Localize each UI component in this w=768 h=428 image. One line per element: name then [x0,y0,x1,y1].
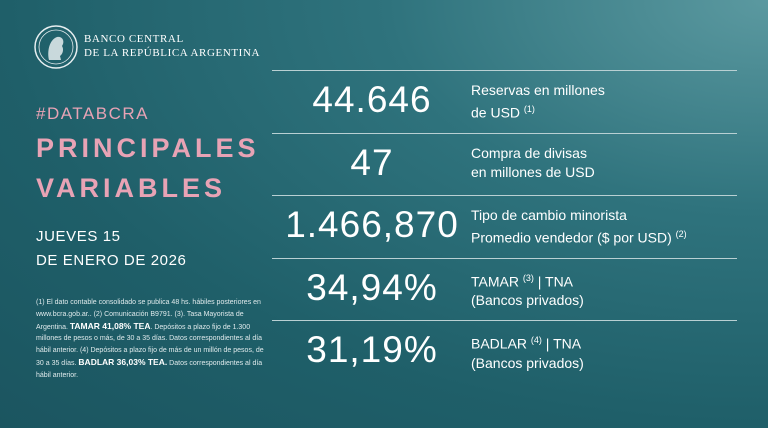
indicator-value: 47 [350,141,394,183]
label-text: Promedio vendedor ($ por USD) [471,229,676,246]
label-line: Compra de divisas [471,144,595,163]
footnote-text: TAMAR 41,08% TEA [69,320,151,331]
footnote-ref: (4) [530,335,542,346]
label-text: (Bancos privados) [471,292,584,309]
indicator-row: 44.646 Reservas en millones de USD (1) [272,70,737,133]
label-text: Compra de divisas [471,144,587,161]
label-line: TAMAR (3) | TNA [471,269,584,292]
indicator-row: 34,94% TAMAR (3) | TNA (Bancos privados) [272,257,737,321]
footnote: (1) El dato contable consolidado se publ… [36,297,271,382]
footnote-text: (1) El dato contable consolidado se publ… [36,299,261,331]
label-text: Reservas en millones [471,82,605,98]
indicator-row: 47 Compra de divisas en millones de USD [272,132,737,196]
footnote-text: Datos correspondientes al día hábil ante… [36,359,263,379]
label-text: TAMAR [471,273,523,290]
indicator-label: BADLAR (4) | TNA (Bancos privados) [471,331,584,373]
date: DE ENERO DE 2026 [36,252,187,269]
footnote-ref: (3) [522,272,534,283]
title: PRINCIPALES [36,133,260,163]
label-line: en millones de USD [471,163,595,182]
label-text: (Bancos privados) [471,355,584,372]
label-line: Promedio vendedor ($ por USD) (2) [471,225,687,248]
indicator-value: 34,94% [306,266,438,308]
footnote-ref: (1) [523,104,535,114]
label-text: en millones de USD [471,163,595,180]
bank-name-line: BANCO CENTRAL [84,33,184,45]
bank-name-line: DE LA REPÚBLICA ARGENTINA [84,47,261,59]
hashtag: #DATABCRA [36,104,150,123]
label-text: BADLAR [471,336,531,353]
indicator-value: 44.646 [312,79,432,120]
label-line: (Bancos privados) [471,291,584,310]
indicator-row: 1.466,870 Tipo de cambio minorista Promedi… [272,195,737,258]
label-line: BADLAR (4) | TNA [471,331,584,354]
indicator-value: 31,19% [306,329,438,371]
bank-name: BANCO CENTRAL DE LA REPÚBLICA ARGENTINA [84,32,260,60]
footnote-ref: (2) [675,229,687,240]
label-line: Tipo de cambio minorista [471,206,687,225]
label-text: Tipo de cambio minorista [471,207,627,224]
indicator-label: Tipo de cambio minorista Promedio vendedo… [471,206,687,248]
footnote-text: . Depósitos a plazo fijo de 1.300 millon… [36,323,264,367]
indicator-value: 1.466,870 [285,204,459,246]
indicator-label: Reservas en millones de USD (1) [471,81,605,123]
label-line: Reservas en millones [471,81,605,100]
title: VARIABLES [36,173,227,203]
label-line: (Bancos privados) [471,354,584,373]
indicator-label: Compra de divisas en millones de USD [471,144,595,182]
footnote-text: BADLAR 36,03% TEA. [78,356,168,367]
label-text: | TNA [533,273,574,290]
indicator-label: TAMAR (3) | TNA (Bancos privados) [471,269,584,311]
logo [34,25,78,69]
label-text: | TNA [541,336,582,353]
indicator-row: 31,19% BADLAR (4) | TNA (Bancos privados) [272,320,737,383]
label-text: de USD [471,104,524,121]
date: JUEVES 15 [36,228,121,245]
label-line: de USD (1) [471,100,605,123]
